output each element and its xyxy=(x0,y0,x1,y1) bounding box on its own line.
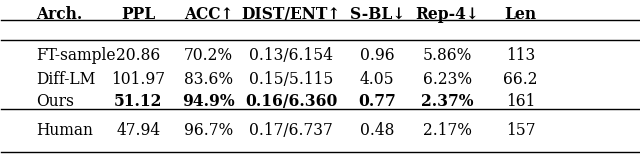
Text: 0.17/6.737: 0.17/6.737 xyxy=(250,122,333,139)
Text: 51.12: 51.12 xyxy=(114,93,163,110)
Text: S-BL↓: S-BL↓ xyxy=(349,6,405,23)
Text: 2.37%: 2.37% xyxy=(421,93,474,110)
Text: Diff-LM: Diff-LM xyxy=(36,71,96,88)
Text: 0.16/6.360: 0.16/6.360 xyxy=(245,93,337,110)
Text: 0.96: 0.96 xyxy=(360,47,395,64)
Text: 0.48: 0.48 xyxy=(360,122,394,139)
Text: DIST/ENT↑: DIST/ENT↑ xyxy=(242,6,341,23)
Text: ACC↑: ACC↑ xyxy=(184,6,233,23)
Text: 0.13/6.154: 0.13/6.154 xyxy=(250,47,333,64)
Text: Arch.: Arch. xyxy=(36,6,83,23)
Text: 70.2%: 70.2% xyxy=(184,47,233,64)
Text: FT-sample: FT-sample xyxy=(36,47,116,64)
Text: 113: 113 xyxy=(506,47,535,64)
Text: 101.97: 101.97 xyxy=(111,71,165,88)
Text: 20.86: 20.86 xyxy=(116,47,161,64)
Text: 83.6%: 83.6% xyxy=(184,71,233,88)
Text: Rep-4↓: Rep-4↓ xyxy=(415,6,479,23)
Text: Len: Len xyxy=(505,6,537,23)
Text: 157: 157 xyxy=(506,122,536,139)
Text: 0.15/5.115: 0.15/5.115 xyxy=(249,71,333,88)
Text: 6.23%: 6.23% xyxy=(423,71,472,88)
Text: Ours: Ours xyxy=(36,93,74,110)
Text: 47.94: 47.94 xyxy=(116,122,161,139)
Text: 96.7%: 96.7% xyxy=(184,122,233,139)
Text: Human: Human xyxy=(36,122,93,139)
Text: 5.86%: 5.86% xyxy=(423,47,472,64)
Text: 4.05: 4.05 xyxy=(360,71,395,88)
Text: 94.9%: 94.9% xyxy=(182,93,235,110)
Text: PPL: PPL xyxy=(121,6,156,23)
Text: 161: 161 xyxy=(506,93,536,110)
Text: 66.2: 66.2 xyxy=(504,71,538,88)
Text: 2.17%: 2.17% xyxy=(423,122,472,139)
Text: 0.77: 0.77 xyxy=(358,93,396,110)
